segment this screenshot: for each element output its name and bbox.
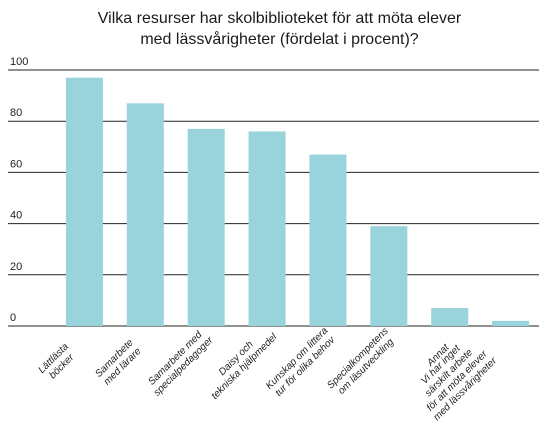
y-tick-label: 0	[10, 312, 16, 324]
y-tick-label: 60	[10, 158, 22, 170]
svg-text:Lättlästaböcker: Lättlästaböcker	[36, 341, 79, 384]
bar	[187, 128, 225, 326]
x-category-label: Vi har ingetsärskilt arbeteför att möta …	[407, 331, 499, 423]
svg-text:Daisy ochtekniska hjälpmedel: Daisy ochtekniska hjälpmedel	[201, 323, 280, 402]
y-tick-label: 40	[10, 210, 22, 222]
x-category-label: Daisy ochtekniska hjälpmedel	[201, 323, 280, 402]
bar	[431, 308, 469, 326]
bar	[370, 226, 408, 326]
y-tick-label: 100	[10, 56, 28, 68]
x-category-label: Samarbetemed lärare	[93, 337, 144, 388]
y-tick-label: 80	[10, 107, 22, 119]
svg-text:Samarbetemed lärare: Samarbetemed lärare	[93, 337, 144, 388]
svg-text:Samarbete medspecialpedagoger: Samarbete medspecialpedagoger	[144, 326, 216, 398]
x-category-label: Specialkompetensom läsutveckling	[325, 326, 399, 400]
bar	[492, 320, 530, 326]
chart-title: Vilka resurser har skolbiblioteket för a…	[0, 8, 559, 50]
bar	[309, 154, 347, 326]
y-axis-tick-labels: 0 20 40 60 80 100	[10, 56, 28, 324]
bar	[65, 77, 103, 327]
chart-title-line-1: Vilka resurser har skolbiblioteket för a…	[97, 10, 462, 27]
bar	[126, 103, 164, 326]
x-category-label: Samarbete medspecialpedagoger	[144, 326, 216, 398]
x-axis-category-labels: Lättlästaböcker Samarbetemed lärare Samarb…	[36, 323, 499, 423]
chart-title-line-2: med lässvårigheter (fördelat i procent)?	[140, 31, 419, 48]
svg-text:Specialkompetensom läsutveckli: Specialkompetensom läsutveckling	[325, 326, 399, 400]
bars	[65, 77, 530, 327]
x-category-label: Lättlästaböcker	[36, 341, 79, 384]
y-tick-label: 20	[10, 261, 22, 273]
svg-text:Vi har ingetsärskilt arbeteför: Vi har ingetsärskilt arbeteför att möta …	[407, 331, 499, 423]
bar	[248, 131, 286, 326]
